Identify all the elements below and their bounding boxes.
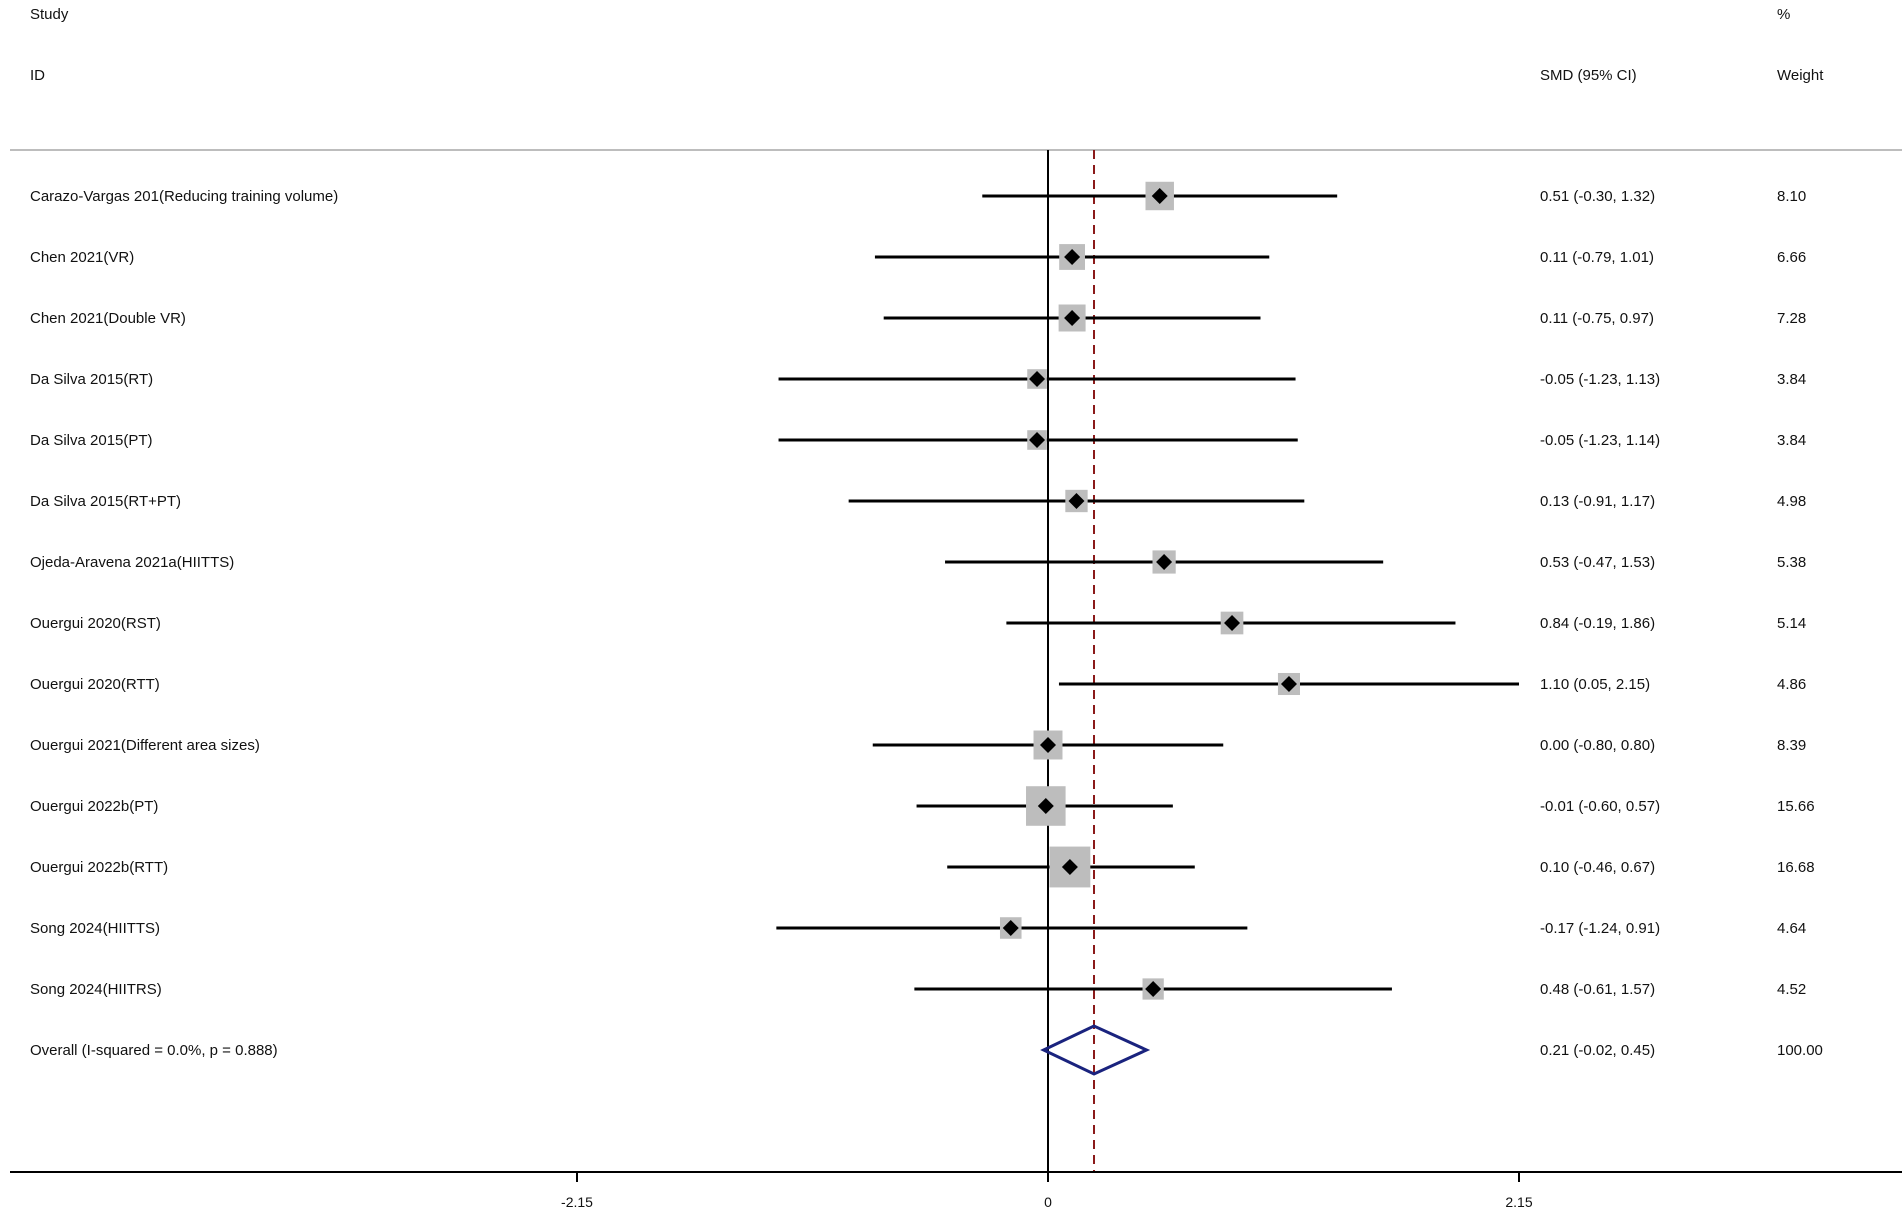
study-label: Da Silva 2015(RT+PT) bbox=[30, 493, 181, 510]
effect-ci-value: 1.10 (0.05, 2.15) bbox=[1540, 676, 1650, 693]
effect-ci-value: 0.48 (-0.61, 1.57) bbox=[1540, 981, 1655, 998]
header-weight-percent: % bbox=[1777, 6, 1790, 23]
study-rows: Carazo-Vargas 201(Reducing training volu… bbox=[30, 181, 1815, 1000]
study-row: Ouergui 2022b(PT) -0.01 (-0.60, 0.57) 15.6… bbox=[30, 786, 1815, 826]
point-estimate-marker bbox=[1002, 920, 1019, 936]
header-study: Study bbox=[30, 6, 69, 23]
study-label: Da Silva 2015(PT) bbox=[30, 432, 153, 449]
study-row: Carazo-Vargas 201(Reducing training volu… bbox=[30, 181, 1806, 211]
study-row: Da Silva 2015(RT) -0.05 (-1.23, 1.13) 3.84 bbox=[30, 369, 1806, 389]
point-estimate-marker bbox=[1029, 371, 1046, 387]
point-estimate-marker bbox=[1145, 981, 1162, 997]
study-row: Ouergui 2020(RST) 0.84 (-0.19, 1.86) 5.14 bbox=[30, 611, 1806, 635]
study-label: Ouergui 2021(Different area sizes) bbox=[30, 737, 260, 754]
study-row: Ouergui 2022b(RTT) 0.10 (-0.46, 0.67) 16.6… bbox=[30, 846, 1815, 888]
weight-value: 6.66 bbox=[1777, 249, 1806, 266]
header-id: ID bbox=[30, 67, 45, 84]
x-tick-label: 0 bbox=[1044, 1194, 1052, 1210]
header-effect: SMD (95% CI) bbox=[1540, 67, 1637, 84]
overall-label: Overall (I-squared = 0.0%, p = 0.888) bbox=[30, 1042, 278, 1059]
x-tick-label: -2.15 bbox=[561, 1194, 593, 1210]
effect-ci-value: 0.00 (-0.80, 0.80) bbox=[1540, 737, 1655, 754]
point-estimate-marker bbox=[1064, 310, 1081, 326]
point-estimate-marker bbox=[1064, 249, 1081, 265]
point-estimate-marker bbox=[1040, 737, 1056, 753]
weight-value: 8.39 bbox=[1777, 737, 1806, 754]
study-row: Da Silva 2015(PT) -0.05 (-1.23, 1.14) 3.84 bbox=[30, 430, 1806, 450]
weight-value: 5.14 bbox=[1777, 615, 1806, 632]
study-row: Chen 2021(VR) 0.11 (-0.79, 1.01) 6.66 bbox=[30, 244, 1806, 270]
point-estimate-marker bbox=[1029, 432, 1046, 448]
study-label: Chen 2021(VR) bbox=[30, 249, 134, 266]
effect-ci-value: 0.10 (-0.46, 0.67) bbox=[1540, 859, 1655, 876]
study-label: Ouergui 2022b(RTT) bbox=[30, 859, 168, 876]
effect-ci-value: -0.01 (-0.60, 0.57) bbox=[1540, 798, 1660, 815]
study-row: Song 2024(HIITTS) -0.17 (-1.24, 0.91) 4.64 bbox=[30, 917, 1806, 939]
effect-ci-value: 0.53 (-0.47, 1.53) bbox=[1540, 554, 1655, 571]
study-row: Chen 2021(Double VR) 0.11 (-0.75, 0.97) 7.… bbox=[30, 304, 1806, 332]
overall-weight-value: 100.00 bbox=[1777, 1042, 1823, 1059]
weight-value: 4.98 bbox=[1777, 493, 1806, 510]
study-label: Da Silva 2015(RT) bbox=[30, 371, 153, 388]
overall-diamond bbox=[1040, 1024, 1151, 1076]
overall-effect-ci-value: 0.21 (-0.02, 0.45) bbox=[1540, 1042, 1655, 1059]
effect-ci-value: 0.11 (-0.79, 1.01) bbox=[1540, 249, 1654, 266]
weight-value: 3.84 bbox=[1777, 432, 1806, 449]
header-weight: Weight bbox=[1777, 67, 1824, 84]
weight-value: 16.68 bbox=[1777, 859, 1815, 876]
weight-value: 4.52 bbox=[1777, 981, 1806, 998]
study-row: Song 2024(HIITRS) 0.48 (-0.61, 1.57) 4.52 bbox=[30, 978, 1806, 1000]
x-tick-label: 2.15 bbox=[1505, 1194, 1532, 1210]
effect-ci-value: 0.11 (-0.75, 0.97) bbox=[1540, 310, 1654, 327]
overall-row: Overall (I-squared = 0.0%, p = 0.888) 0.2… bbox=[30, 1024, 1823, 1076]
weight-value: 5.38 bbox=[1777, 554, 1806, 571]
point-estimate-marker bbox=[1068, 493, 1085, 509]
point-estimate-marker bbox=[1037, 798, 1054, 814]
weight-value: 7.28 bbox=[1777, 310, 1806, 327]
weight-value: 3.84 bbox=[1777, 371, 1806, 388]
effect-ci-value: 0.51 (-0.30, 1.32) bbox=[1540, 188, 1655, 205]
study-label: Chen 2021(Double VR) bbox=[30, 310, 186, 327]
study-label: Song 2024(HIITRS) bbox=[30, 981, 162, 998]
study-label: Ouergui 2022b(PT) bbox=[30, 798, 158, 815]
study-row: Ojeda-Aravena 2021a(HIITTS) 0.53 (-0.47, … bbox=[30, 550, 1806, 574]
point-estimate-marker bbox=[1061, 859, 1078, 875]
study-row: Da Silva 2015(RT+PT) 0.13 (-0.91, 1.17) 4.… bbox=[30, 489, 1806, 513]
point-estimate-marker bbox=[1280, 676, 1297, 692]
effect-ci-value: -0.05 (-1.23, 1.13) bbox=[1540, 371, 1660, 388]
x-axis-ticks: -2.15 0 2.15 bbox=[561, 1172, 1533, 1210]
study-label: Carazo-Vargas 201(Reducing training volu… bbox=[30, 188, 338, 205]
weight-value: 4.64 bbox=[1777, 920, 1806, 937]
weight-value: 4.86 bbox=[1777, 676, 1806, 693]
weight-value: 15.66 bbox=[1777, 798, 1815, 815]
study-label: Ouergui 2020(RTT) bbox=[30, 676, 160, 693]
point-estimate-marker bbox=[1224, 615, 1241, 631]
effect-ci-value: 0.13 (-0.91, 1.17) bbox=[1540, 493, 1655, 510]
effect-ci-value: -0.17 (-1.24, 0.91) bbox=[1540, 920, 1660, 937]
point-estimate-marker bbox=[1156, 554, 1173, 570]
effect-ci-value: 0.84 (-0.19, 1.86) bbox=[1540, 615, 1655, 632]
study-row: Ouergui 2021(Different area sizes) 0.00 (… bbox=[30, 730, 1806, 760]
study-label: Ojeda-Aravena 2021a(HIITTS) bbox=[30, 554, 234, 571]
study-label: Song 2024(HIITTS) bbox=[30, 920, 160, 937]
study-row: Ouergui 2020(RTT) 1.10 (0.05, 2.15) 4.86 bbox=[30, 672, 1806, 696]
study-label: Ouergui 2020(RST) bbox=[30, 615, 161, 632]
point-estimate-marker bbox=[1151, 188, 1168, 204]
effect-ci-value: -0.05 (-1.23, 1.14) bbox=[1540, 432, 1660, 449]
weight-value: 8.10 bbox=[1777, 188, 1806, 205]
